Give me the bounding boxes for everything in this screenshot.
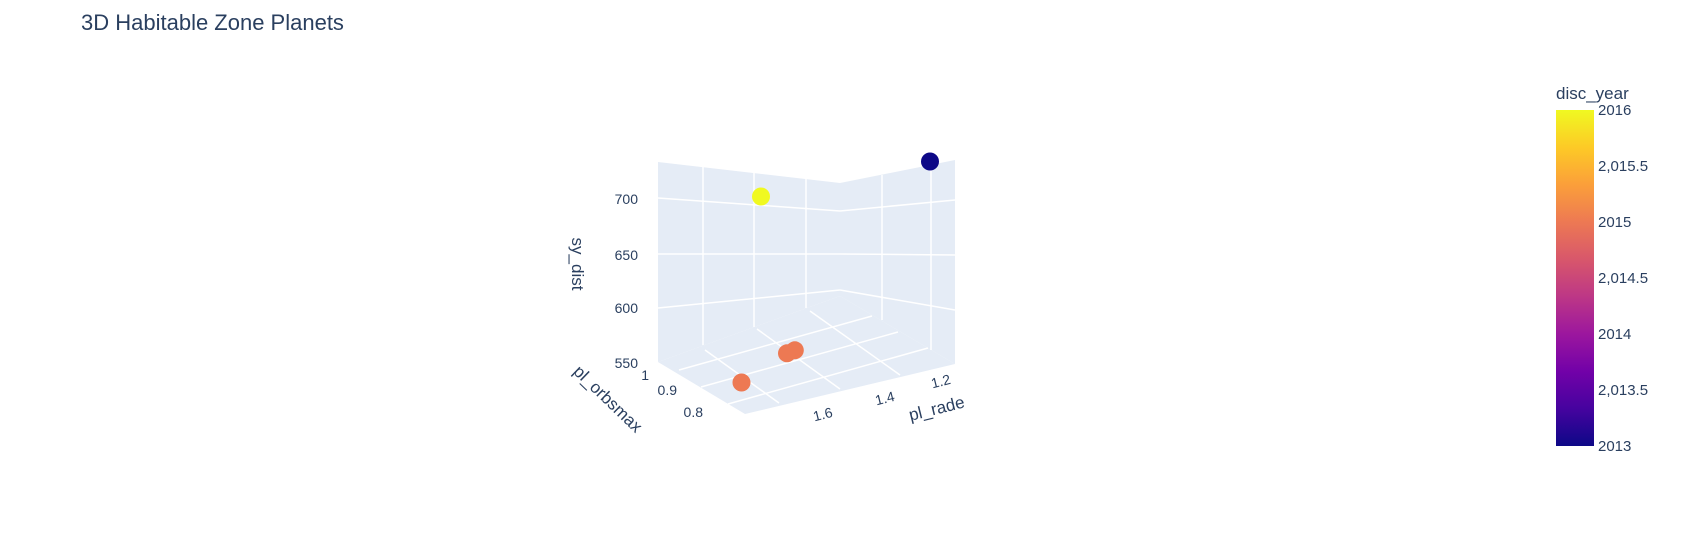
floor-pane	[658, 296, 955, 414]
x-tick-label: 1.4	[873, 388, 896, 408]
colorbar-tick-label: 2,015.5	[1598, 158, 1648, 175]
y-tick-label: 0.8	[684, 404, 704, 420]
z-tick-label: 650	[615, 247, 639, 263]
colorbar-tick-label: 2013	[1598, 438, 1631, 455]
y-tick-label: 1	[641, 367, 649, 383]
scatter-point[interactable]	[732, 373, 751, 392]
colorbar-tick-label: 2015	[1598, 214, 1631, 231]
colorbar-tick-label: 2014	[1598, 326, 1631, 343]
colorbar-title: disc_year	[1556, 84, 1629, 103]
y-tick-label: 0.9	[658, 382, 678, 398]
x-tick-label: 1.6	[811, 404, 834, 424]
scatter-point[interactable]	[921, 152, 939, 171]
chart-title: 3D Habitable Zone Planets	[81, 10, 344, 35]
scatter-point[interactable]	[778, 344, 796, 363]
y-axis-ticks: 1 0.9 0.8	[641, 367, 703, 420]
data-points[interactable]	[732, 152, 940, 392]
y-axis-title: pl_orbsmax	[570, 362, 647, 437]
scatter-point[interactable]	[752, 187, 770, 206]
x-axis-title: pl_rade	[907, 393, 967, 425]
x-axis-ticks: 1.2 1.4 1.6	[811, 371, 952, 424]
z-tick-label: 700	[615, 191, 639, 207]
colorbar-tick-label: 2,014.5	[1598, 270, 1648, 287]
z-tick-label: 550	[615, 355, 639, 371]
x-tick-label: 1.2	[929, 371, 952, 391]
colorbar-tick-label: 2,013.5	[1598, 382, 1648, 399]
colorbar	[1556, 110, 1594, 446]
z-axis-ticks: 550 600 650 700	[615, 191, 639, 371]
colorbar-tick-label: 2016	[1598, 102, 1631, 119]
z-tick-label: 600	[615, 300, 639, 316]
colorbar-ticks: 2016 2,015.5 2015 2,014.5 2014 2,013.5 2013	[1598, 102, 1648, 455]
z-axis-title: sy_dist	[568, 238, 587, 291]
